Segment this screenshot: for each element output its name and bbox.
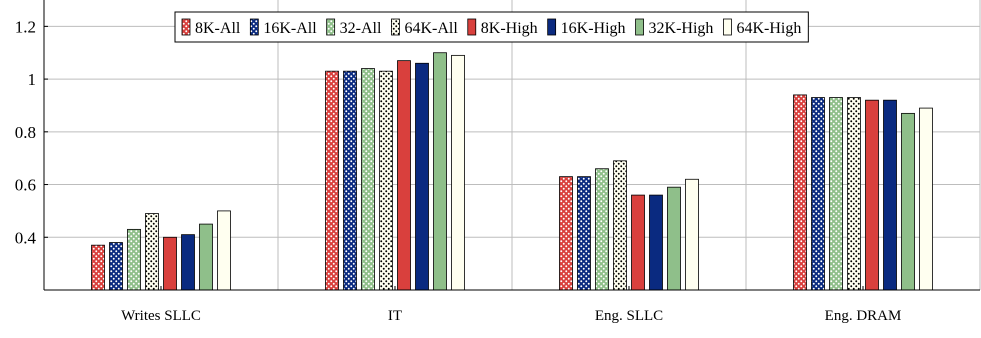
legend-swatch xyxy=(326,18,336,36)
bar xyxy=(865,99,879,291)
legend-label: 16K-All xyxy=(263,20,317,37)
bar xyxy=(685,178,699,291)
legend-label: 8K-All xyxy=(195,20,241,37)
legend-label: 64K-High xyxy=(736,20,801,37)
bar xyxy=(811,97,825,291)
axes: 0.4 0.6 0.8 1 1.2 Writes SLLC IT Eng. SLLC Eng. … xyxy=(15,0,980,324)
legend-label: 8K-High xyxy=(481,20,538,37)
bar xyxy=(595,168,609,291)
y-tick-label: 0.8 xyxy=(15,123,36,142)
bar xyxy=(145,213,159,291)
bar xyxy=(901,112,915,291)
legend-label: 32-All xyxy=(340,20,382,37)
bar xyxy=(613,160,627,291)
legend-label: 16K-High xyxy=(561,20,626,37)
legend-swatch xyxy=(391,18,400,36)
bar xyxy=(919,107,933,291)
bar xyxy=(451,54,465,291)
legend-swatch xyxy=(249,18,259,36)
x-tick-label: Eng. DRAM xyxy=(825,308,902,324)
legend-swatch xyxy=(547,18,557,36)
bar xyxy=(631,194,645,291)
bar xyxy=(793,94,807,291)
bar xyxy=(181,234,195,291)
bar xyxy=(127,228,141,291)
bar xyxy=(91,244,105,291)
bar xyxy=(397,60,411,291)
bar xyxy=(163,236,177,291)
bar xyxy=(361,68,375,291)
bar xyxy=(199,223,213,291)
bars xyxy=(91,52,933,291)
bar xyxy=(883,99,897,291)
bar xyxy=(325,70,339,291)
x-tick-label: Eng. SLLC xyxy=(595,308,663,324)
legend-label: 64K-All xyxy=(404,20,458,37)
y-tick-label: 1.2 xyxy=(15,17,36,36)
y-tick-label: 0.6 xyxy=(15,176,36,195)
bar xyxy=(343,70,357,291)
legend: 8K-All 16K-All 32-All 64K-All 8K-High 16K-Hig… xyxy=(174,11,809,43)
legend-swatch xyxy=(467,18,477,36)
legend-swatch xyxy=(635,18,644,36)
bar xyxy=(847,97,861,291)
legend-swatch xyxy=(723,18,732,36)
x-tick-label: Writes SLLC xyxy=(121,308,201,324)
bar xyxy=(415,62,429,291)
legend-swatch xyxy=(181,18,191,36)
bar xyxy=(577,176,591,291)
legend-box xyxy=(174,11,809,43)
bar xyxy=(379,70,393,291)
y-tick-label: 1 xyxy=(28,70,37,89)
legend-label: 32K-High xyxy=(649,20,714,37)
bar xyxy=(559,176,573,291)
bar xyxy=(433,52,447,291)
bar xyxy=(109,242,123,291)
x-tick-label: IT xyxy=(388,308,402,324)
bar xyxy=(667,186,681,291)
bar xyxy=(649,194,663,291)
y-tick-label: 0.4 xyxy=(15,228,37,247)
bar xyxy=(829,97,843,291)
bar xyxy=(217,210,231,291)
